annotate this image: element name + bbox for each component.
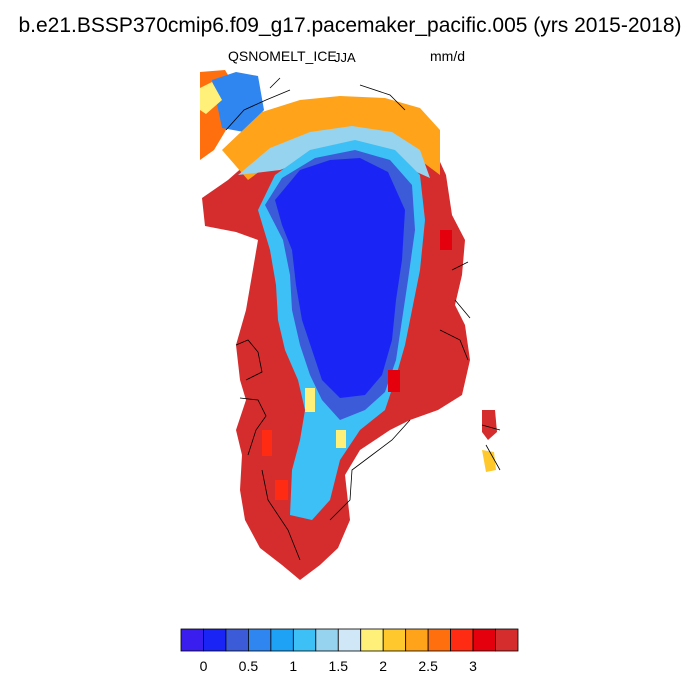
colorbar-swatch xyxy=(203,628,227,652)
colorbar-swatch xyxy=(292,628,317,652)
colorbar-tick-label: 3 xyxy=(469,658,477,674)
ice-interior-region xyxy=(275,158,405,398)
plot-title: b.e21.BSSP370cmip6.f09_g17.pacemaker_pac… xyxy=(18,14,682,37)
colorbar-swatch xyxy=(337,628,362,652)
se-cells xyxy=(388,230,452,392)
colorbar-swatch xyxy=(382,628,407,652)
colorbar-swatch xyxy=(360,628,384,652)
units-label: mm/d xyxy=(430,48,465,64)
colorbar-tick-label: 1 xyxy=(289,658,297,674)
colorbar-tick-label: 0 xyxy=(200,658,208,674)
sw-cells-yellow xyxy=(305,388,346,448)
colorbar-swatch xyxy=(472,628,496,652)
variable-label: QSNOMELT_ICE xyxy=(228,48,337,64)
colorbar-swatch xyxy=(225,628,249,652)
colorbar-swatch xyxy=(427,628,452,652)
colorbar-tick-label: 1.5 xyxy=(329,658,349,674)
colorbar-swatch xyxy=(247,628,272,652)
colorbar-swatch xyxy=(495,628,519,652)
colorbar-tick-label: 2 xyxy=(379,658,387,674)
season-label: JJA xyxy=(334,50,356,65)
colorbar-swatch xyxy=(315,628,339,652)
coastline xyxy=(225,77,501,561)
colorbar-swatch xyxy=(180,628,204,652)
colorbar-tick-label: 2.5 xyxy=(418,658,438,674)
nw-coast-blue xyxy=(212,72,264,132)
east-island-yellow xyxy=(482,450,496,472)
east-island-region xyxy=(482,410,497,440)
colorbar-tick-label: 0.5 xyxy=(239,658,259,674)
colorbar-swatch xyxy=(270,628,294,652)
sw-cells xyxy=(262,430,288,500)
colorbar-swatch xyxy=(405,628,429,652)
colorbar-swatch xyxy=(450,628,474,652)
nw-coast-yellow xyxy=(200,82,222,114)
